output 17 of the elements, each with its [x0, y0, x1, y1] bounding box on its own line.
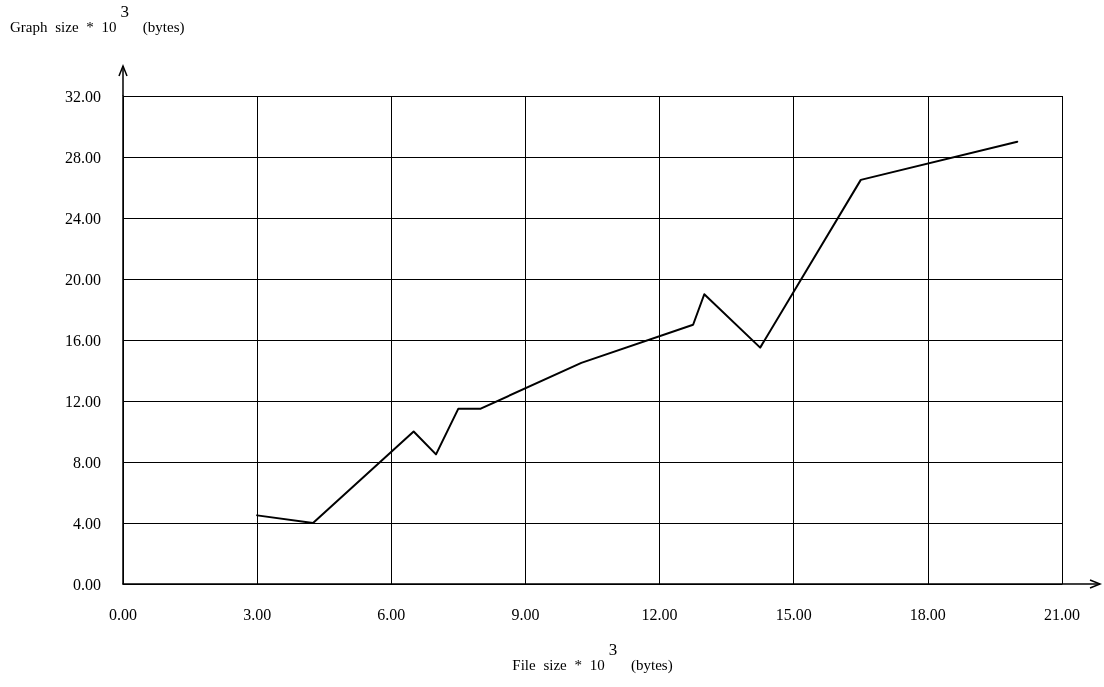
- y-tick-label: 0.00: [73, 575, 101, 593]
- y-tick-label: 32.00: [65, 87, 101, 105]
- y-tick-label: 12.00: [65, 392, 101, 410]
- x-tick-label: 21.00: [1044, 605, 1080, 623]
- y-tick-label: 4.00: [73, 514, 101, 532]
- x-tick-label: 18.00: [909, 605, 946, 623]
- y-tick-label: 24.00: [65, 209, 101, 227]
- x-tick-label: 9.00: [511, 605, 540, 623]
- y-tick-label: 8.00: [73, 453, 101, 471]
- y-tick-label: 20.00: [65, 270, 101, 288]
- x-tick-label: 12.00: [641, 605, 678, 623]
- y-tick-label: 16.00: [65, 331, 101, 349]
- x-tick-label: 6.00: [377, 605, 406, 623]
- y-tick-label: 28.00: [65, 148, 101, 166]
- x-tick-label: 15.00: [775, 605, 812, 623]
- x-tick-label: 0.00: [109, 605, 137, 623]
- x-tick-label: 3.00: [243, 605, 272, 623]
